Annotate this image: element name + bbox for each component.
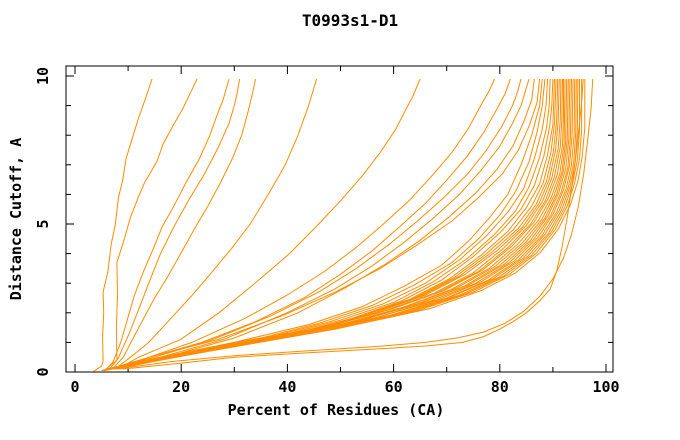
model-curve (104, 78, 574, 371)
y-tick-label: 5 (34, 219, 52, 228)
model-curve (112, 78, 511, 370)
model-curve (117, 78, 495, 370)
model-curve (111, 78, 256, 370)
y-tick-label: 10 (34, 67, 52, 85)
model-curve (117, 78, 421, 370)
y-axis-label: Distance Cutoff, A (7, 138, 25, 301)
model-curve (119, 78, 535, 370)
model-curve (106, 78, 230, 370)
model-curves-group (93, 78, 594, 372)
model-curve (109, 78, 241, 370)
x-axis-label: Percent of Residues (CA) (228, 401, 445, 419)
x-tick-label: 60 (385, 378, 403, 396)
y-tick-label: 0 (34, 367, 52, 376)
model-curve (103, 78, 198, 371)
x-tick-label: 0 (70, 378, 79, 396)
model-curve (122, 78, 584, 370)
model-curve (104, 78, 541, 371)
x-tick-label: 80 (491, 378, 509, 396)
plot-title: T0993s1-D1 (302, 11, 398, 30)
model-curve (106, 78, 543, 370)
x-tick-label: 100 (592, 378, 619, 396)
model-curve (93, 78, 153, 372)
model-curve (114, 78, 530, 370)
model-curve (114, 78, 318, 370)
plot-frame-group: 0 20 40 60 80 100 0 5 10 (34, 65, 620, 396)
x-tick-label: 20 (172, 378, 190, 396)
plot-frame (65, 65, 614, 373)
x-tick-label: 40 (278, 378, 296, 396)
model-curve (109, 78, 522, 370)
model-curve (117, 78, 594, 370)
model-curve (117, 79, 583, 369)
model-curve (106, 79, 586, 370)
